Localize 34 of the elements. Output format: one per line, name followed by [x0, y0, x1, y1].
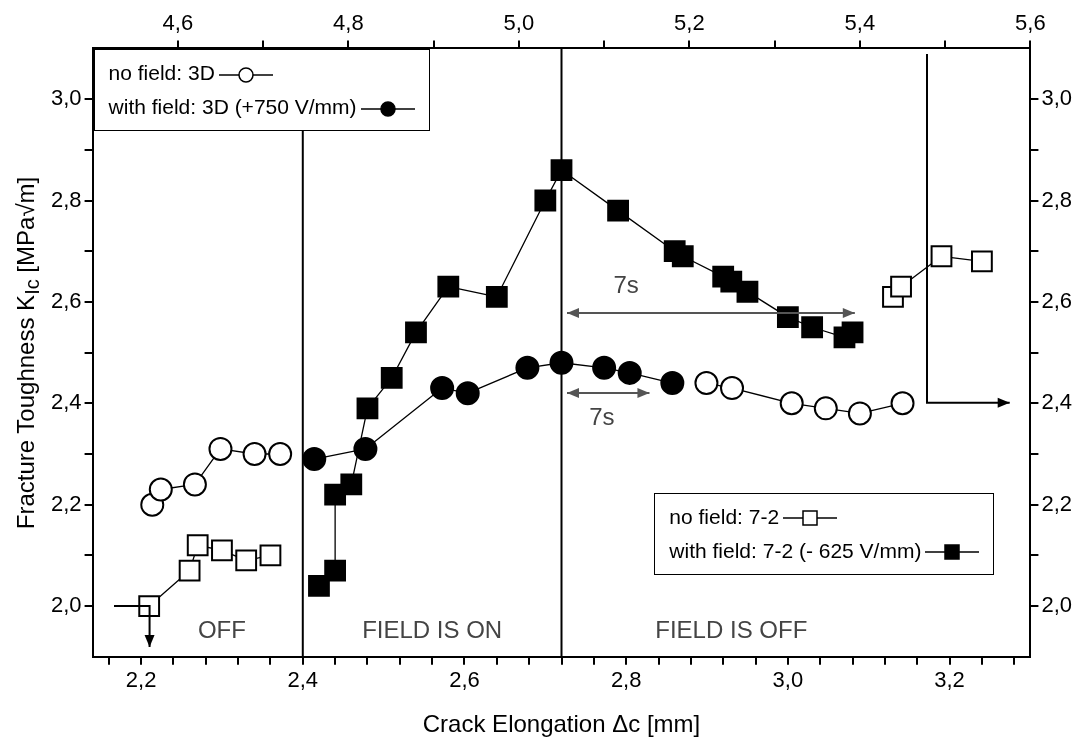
- y2-tick-label: 2,0: [1041, 592, 1073, 618]
- x2-tick-label: 4,6: [162, 10, 194, 36]
- x-tick-label: 2,8: [610, 667, 642, 693]
- y2-tick-label: 2,2: [1041, 490, 1073, 516]
- y2-tick-label: 3,0: [1041, 85, 1073, 111]
- legend-label: with field: 3D (+750 V/mm): [108, 94, 358, 121]
- x2-tick-label: 5,4: [844, 10, 876, 36]
- x2-tick-label: 5,2: [674, 10, 705, 36]
- annotation: 7s: [589, 403, 615, 431]
- x2-tick-label: 5,0: [503, 10, 535, 36]
- y2-tick-label: 2,6: [1041, 287, 1073, 313]
- x2-tick-label: 5,6: [1015, 10, 1046, 36]
- x-axis-title: Crack Elongation Δc [mm]: [422, 710, 701, 738]
- annotation: FIELD IS ON: [362, 616, 503, 644]
- annotation: 7s: [613, 271, 639, 299]
- legend-label: no field: 3D: [108, 60, 216, 87]
- x-tick-label: 3,2: [934, 667, 965, 693]
- legend-label: with field: 7-2 (- 625 V/mm): [669, 537, 923, 564]
- y2-tick-label: 2,4: [1041, 389, 1073, 415]
- legend-label: no field: 7-2: [669, 503, 781, 530]
- annotation: FIELD IS OFF: [655, 616, 808, 644]
- y2-tick-label: 2,8: [1041, 186, 1073, 212]
- y-tick-label: 2,4: [50, 389, 82, 415]
- x-tick-label: 2,4: [287, 667, 319, 693]
- y-tick-label: 2,0: [50, 592, 82, 618]
- y-tick-label: 2,6: [50, 287, 82, 313]
- x2-tick-label: 4,8: [333, 10, 364, 36]
- annotation: OFF: [197, 616, 246, 644]
- y-tick-label: 3,0: [50, 85, 82, 111]
- x-tick-label: 2,6: [449, 667, 480, 693]
- y-tick-label: 2,2: [50, 490, 82, 516]
- x-tick-label: 2,2: [125, 667, 157, 693]
- x-tick-label: 3,0: [772, 667, 804, 693]
- y-tick-label: 2,8: [50, 186, 82, 212]
